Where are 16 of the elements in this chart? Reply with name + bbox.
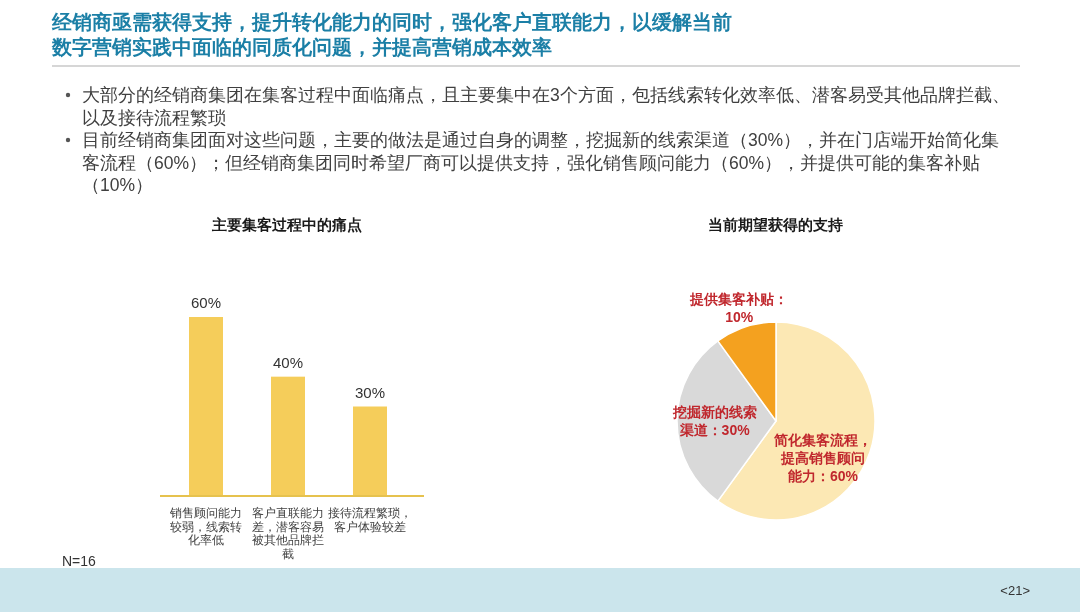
slice-label: 提供集客补贴：10%: [689, 291, 789, 326]
chart-title: 当前期望获得的支持: [707, 216, 843, 233]
chart-title: 主要集客过程中的痛点: [211, 216, 362, 233]
slice-label: 简化集客流程，提高销售顾问能力：60%: [773, 432, 873, 485]
data-label: 30%: [354, 383, 386, 401]
text: 目前经销商集团面对这些问题，主要的做法是通过自身的调整，挖掘新的线索渠道（30%），并在门店端开始简化集客流程（60%）；但经销商集团同时希望厂商可以提供支持，强化销售顾问能力（60%），并提供可能的集客补贴（10%）: [82, 130, 1000, 195]
data-label: 40%: [272, 353, 304, 371]
text: 经销商亟需获得支持，提升转化能力的同时，强化客户直联能力，以缓解当前数字营销实践中面临的同质化问题，并提高营销成本效率: [51, 11, 732, 58]
x-tick-label: 销售顾问能力较弱，线索转化率低: [169, 506, 242, 547]
text: N=16: [62, 553, 97, 569]
text: <21>: [1000, 583, 1030, 598]
x-tick-label: 接待流程繁琐，客户体验较差: [328, 506, 412, 534]
text: 大部分的经销商集团在集客过程中面临痛点，且主要集中在3个方面，包括线索转化效率低、潜客易受其他品牌拦截、以及接待流程繁琐: [82, 85, 1010, 128]
data-label: 60%: [190, 294, 222, 311]
x-tick-label: 客户直联能力差，潜客容易被其他品牌拦截: [252, 506, 324, 561]
slice-label: 挖掘新的线索渠道：30%: [671, 404, 757, 438]
